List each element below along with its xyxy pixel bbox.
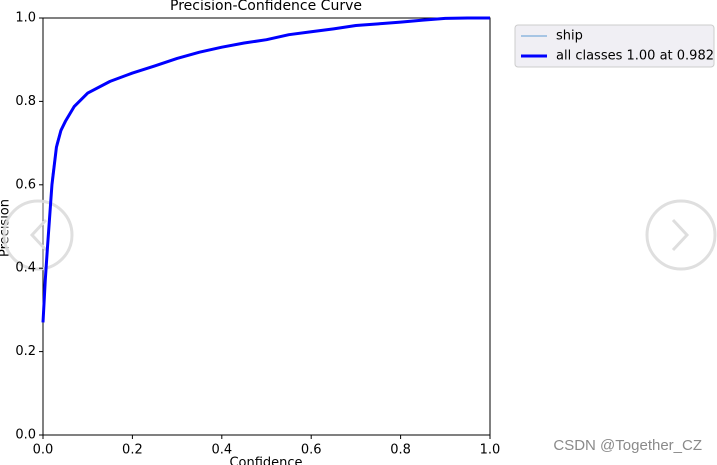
watermark: CSDN @Together_CZ [553, 437, 702, 454]
x-tick-label: 1.0 [480, 443, 501, 458]
y-tick-label: 0.2 [15, 344, 36, 359]
y-tick-label: 1.0 [15, 11, 36, 26]
plot-frame [42, 17, 491, 436]
y-tick-label: 0.6 [15, 177, 36, 192]
x-tick-label: 0.6 [301, 443, 322, 458]
y-tick-label: 0.8 [15, 94, 36, 109]
x-tick-label: 0.0 [33, 443, 54, 458]
y-tick-label: 0.0 [15, 428, 36, 443]
y-axis-label: Precision [0, 199, 13, 257]
legend: ship all classes 1.00 at 0.982 [514, 24, 715, 68]
x-axis-label: Confidence [229, 456, 302, 465]
prev-button[interactable] [2, 199, 74, 271]
series-line [42, 17, 490, 323]
next-button[interactable] [645, 199, 717, 271]
y-tick-label: 0.4 [15, 261, 36, 276]
series-line [41, 16, 490, 323]
x-tick-label: 0.4 [211, 443, 232, 458]
x-tick-label: 0.8 [390, 443, 411, 458]
x-tick-label: 0.2 [122, 443, 143, 458]
legend-label: ship [556, 29, 583, 44]
chart-title: Precision-Confidence Curve [170, 0, 362, 14]
legend-box [514, 24, 715, 68]
legend-label: all classes 1.00 at 0.982 [556, 49, 714, 64]
